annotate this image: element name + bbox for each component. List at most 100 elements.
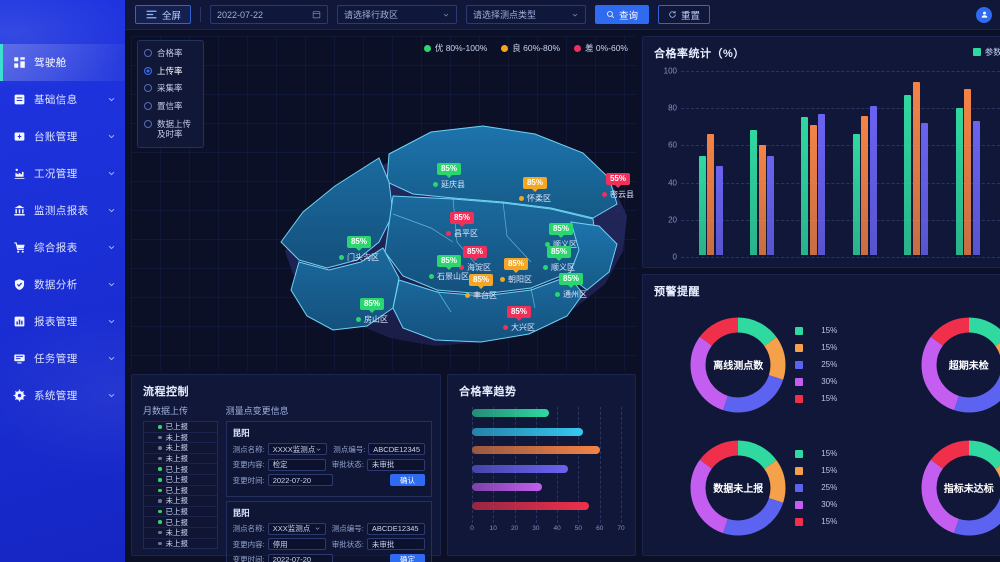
donut-segment-4[interactable] [690,317,786,412]
bar-4-2[interactable] [861,115,869,255]
upload-status-row[interactable]: 已上报 [144,422,217,433]
bar-5-3[interactable] [921,122,929,255]
bar-6-2[interactable] [964,89,972,255]
map-metric-option-2[interactable]: 上传率 [144,66,197,77]
map-marker-12[interactable]: 85% 顺义区 [543,241,575,273]
map-marker-1[interactable]: 85% 延庆县 [433,158,465,190]
sidebar-item-7[interactable]: 数据分析 [0,266,125,303]
map-marker-14[interactable]: 85% 房山区 [356,293,388,325]
trend-bar-3[interactable] [472,446,600,454]
bar-chart-area[interactable]: 0 20 40 60 80 100 [655,67,1000,262]
point-name-select[interactable]: XXX监测点 [267,522,326,535]
reset-button[interactable]: 重置 [658,5,711,24]
bar-3-3[interactable] [818,113,826,255]
donut-segment-4[interactable] [921,317,1000,412]
sidebar-item-10[interactable]: 系统管理 [0,377,125,414]
change-content-input[interactable]: 检定 [267,458,326,471]
map-marker-2[interactable]: 85% 怀柔区 [519,172,551,204]
bar-1-1[interactable] [698,156,706,255]
trend-bar-6[interactable] [472,501,590,510]
bar-3-1[interactable] [801,117,809,255]
map-marker-13[interactable]: 85% 丰台区 [465,269,497,301]
map-marker-9[interactable]: 85% 朝阳区 [500,253,532,285]
donut-segment-3[interactable] [690,440,786,535]
bar-3-2[interactable] [809,124,817,255]
donut-segment-5[interactable] [921,317,1000,412]
upload-status-row[interactable]: 未上报 [144,539,217,548]
upload-status-row[interactable]: 未上报 [144,496,217,507]
upload-status-row[interactable]: 未上报 [144,433,217,444]
sidebar-item-3[interactable]: 台账管理 [0,118,125,155]
sidebar-item-2[interactable]: 基础信息 [0,81,125,118]
sidebar-item-1[interactable]: 驾驶舱 [0,44,125,81]
upload-status-list[interactable]: 已上报 未上报 未上报 未上报 已上报 已上报 已上报 未上报 已上报 已上报 未上报 未上报 [143,421,218,549]
bar-2-1[interactable] [750,130,758,255]
confirm-button[interactable]: 确定 [390,553,425,562]
map-region-north[interactable] [386,125,618,219]
bar-6-1[interactable] [955,108,963,255]
donut-segment-2[interactable] [690,440,786,535]
map-marker-11[interactable]: 85% 通州区 [555,268,587,300]
donut-chart-3[interactable]: 数据未上报 [687,437,789,539]
search-button[interactable]: 查询 [595,5,650,24]
map-marker-5[interactable]: 85% 顺义区 [545,218,577,250]
approval-status-input[interactable]: 未审批 [366,458,425,471]
point-code-input[interactable]: ABCDE12345 [366,522,425,535]
map-metric-option-4[interactable]: 置信率 [144,101,197,112]
fullscreen-button[interactable]: 全屏 [135,5,192,24]
donut-segment-5[interactable] [921,440,1000,535]
trend-bar-1[interactable] [472,409,549,417]
donut-segment-4[interactable] [921,440,1000,535]
bar-4-1[interactable] [852,134,860,255]
donut-chart-1[interactable]: 离线测点数 [687,314,789,416]
bar-4-3[interactable] [869,106,877,255]
donut-segment-5[interactable] [690,440,786,535]
change-time-input[interactable]: 2022-07-20 [267,553,333,562]
sidebar-item-8[interactable]: 报表管理 [0,303,125,340]
map-marker-3[interactable]: 55% 密云县 [602,168,634,200]
map-marker-8[interactable]: 85% 海淀区 [459,241,491,273]
type-select[interactable]: 请选择测点类型 [466,5,587,24]
map-metric-option-1[interactable]: 合格率 [144,48,197,59]
sidebar-item-4[interactable]: 工况管理 [0,155,125,192]
bar-2-3[interactable] [767,156,775,255]
sidebar-item-5[interactable]: 监测点报表 [0,192,125,229]
confirm-button[interactable]: 确认 [390,474,425,486]
bar-legend-item-1[interactable]: 参数1 [972,46,1000,58]
upload-status-row[interactable]: 已上报 [144,507,217,518]
map-marker-4[interactable]: 85% 昌平区 [446,207,478,239]
sidebar-item-9[interactable]: 任务管理 [0,340,125,377]
sidebar-item-6[interactable]: 综合报表 [0,229,125,266]
change-content-input[interactable]: 停用 [267,538,326,550]
donut-chart-4[interactable]: 指标未达标 [918,437,1000,539]
upload-status-row[interactable]: 已上报 [144,464,217,475]
map-marker-7[interactable]: 85% 门头沟区 [339,231,379,263]
map-region-south[interactable] [392,275,584,343]
upload-status-row[interactable]: 未上报 [144,454,217,465]
upload-status-row[interactable]: 已上报 [144,475,217,486]
upload-status-row[interactable]: 已上报 [144,517,217,528]
trend-bar-2[interactable] [472,427,583,436]
upload-status-row[interactable]: 已上报 [144,486,217,497]
upload-status-row[interactable]: 未上报 [144,443,217,454]
donut-segment-2[interactable] [690,317,786,412]
upload-status-row[interactable]: 未上报 [144,528,217,539]
map-metric-option-5[interactable]: 数据上传及时率 [144,119,197,140]
region-select[interactable]: 请选择行政区 [337,5,458,24]
trend-chart[interactable]: 0 10 20 30 40 50 60 70 [458,407,625,537]
donut-segment-4[interactable] [690,440,786,535]
approval-status-input[interactable]: 未审批 [366,538,425,550]
donut-segment-3[interactable] [690,317,786,412]
map-marker-15[interactable]: 85% 大兴区 [503,301,535,333]
change-time-input[interactable]: 2022-07-20 [267,474,333,486]
trend-bar-5[interactable] [472,483,543,491]
bar-1-2[interactable] [707,134,715,255]
trend-bar-4[interactable] [472,464,568,473]
point-code-input[interactable]: ABCDE12345 [368,443,425,455]
donut-segment-3[interactable] [921,440,1000,535]
donut-segment-5[interactable] [690,317,786,412]
bar-5-1[interactable] [904,95,912,255]
map-metric-option-3[interactable]: 采集率 [144,83,197,94]
user-avatar[interactable] [976,6,992,23]
date-input[interactable]: 2022-07-22 [210,5,329,24]
